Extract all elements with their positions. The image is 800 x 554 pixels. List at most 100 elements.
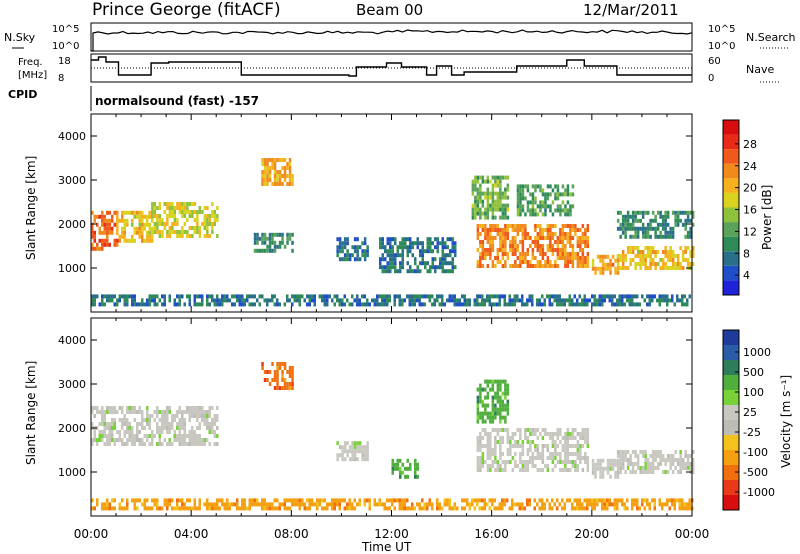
velocity-colorbar-tick-label: 25 [743, 406, 757, 419]
data-cell [551, 302, 554, 307]
data-cell [516, 444, 520, 448]
data-cell [671, 234, 675, 239]
data-cell [273, 162, 277, 166]
data-cell [499, 403, 502, 408]
data-cell [691, 462, 695, 466]
data-cell [496, 252, 500, 256]
data-cell [496, 175, 500, 180]
data-cell [626, 218, 630, 223]
data-cell [549, 236, 552, 240]
data-cell [291, 382, 294, 386]
data-cell [256, 502, 259, 507]
data-cell [286, 382, 289, 386]
data-cell [591, 458, 595, 463]
data-cell [559, 232, 562, 236]
data-cell [446, 237, 449, 242]
data-cell [281, 386, 284, 390]
data-cell [536, 240, 540, 244]
data-cell [186, 206, 189, 210]
data-cell [491, 448, 495, 452]
data-cell [449, 269, 452, 274]
data-cell [241, 498, 244, 503]
data-cell [338, 245, 342, 250]
data-cell [494, 264, 497, 268]
data-cell [484, 191, 487, 196]
data-cell [136, 302, 139, 307]
data-cell [489, 464, 492, 468]
data-cell [176, 434, 179, 438]
data-cell [121, 214, 124, 219]
data-cell [641, 234, 645, 239]
data-cell [101, 222, 104, 227]
data-cell [556, 196, 560, 201]
data-cell [336, 249, 339, 254]
data-cell [649, 250, 652, 254]
data-cell [481, 436, 485, 440]
data-cell [386, 253, 389, 258]
data-cell [634, 230, 637, 235]
data-cell [506, 411, 510, 416]
data-cell [221, 298, 224, 303]
data-cell [408, 506, 411, 511]
data-cell [266, 170, 269, 174]
data-cell [646, 254, 650, 258]
data-cell [641, 470, 645, 474]
data-cell [441, 245, 444, 250]
data-cell [556, 244, 560, 248]
data-cell [486, 215, 490, 220]
data-cell [444, 269, 447, 274]
data-cell [208, 222, 212, 226]
data-cell [536, 456, 540, 460]
data-cell [183, 506, 186, 511]
data-cell [591, 502, 594, 507]
data-cell [391, 462, 394, 467]
data-cell [454, 265, 457, 270]
data-cell [236, 502, 239, 507]
data-cell [366, 449, 369, 454]
data-cell [348, 457, 352, 462]
data-cell [313, 502, 316, 507]
data-cell [474, 195, 477, 200]
data-cell [133, 238, 136, 243]
data-cell [331, 298, 334, 303]
data-cell [103, 434, 106, 438]
data-cell [446, 498, 449, 503]
data-cell [399, 265, 402, 270]
data-cell [156, 410, 159, 414]
data-cell [528, 294, 531, 299]
data-cell [228, 506, 231, 511]
data-cell [161, 430, 164, 434]
data-cell [399, 253, 402, 258]
data-cell [639, 254, 642, 258]
data-cell [106, 230, 109, 235]
data-cell [686, 230, 690, 235]
data-cell [551, 444, 555, 448]
data-cell [178, 302, 181, 307]
data-cell [153, 222, 157, 226]
data-cell [156, 218, 159, 222]
data-cell [373, 502, 376, 507]
data-cell [539, 248, 542, 252]
data-cell [193, 438, 196, 442]
data-cell [484, 407, 487, 412]
data-cell [266, 178, 269, 182]
data-cell [481, 399, 485, 404]
data-cell [441, 298, 444, 303]
data-cell [504, 264, 507, 268]
data-cell [446, 502, 449, 507]
data-cell [116, 302, 119, 307]
data-cell [679, 218, 682, 223]
data-cell [524, 428, 527, 432]
data-cell [461, 498, 464, 503]
data-cell [386, 249, 389, 254]
data-cell [283, 170, 287, 174]
data-cell [498, 294, 501, 299]
data-cell [296, 294, 299, 299]
data-cell [161, 422, 164, 426]
data-cell [393, 298, 396, 303]
data-cell [101, 230, 104, 235]
data-cell [386, 265, 389, 270]
data-cell [503, 498, 506, 503]
data-cell [476, 302, 479, 307]
data-cell [646, 294, 649, 299]
